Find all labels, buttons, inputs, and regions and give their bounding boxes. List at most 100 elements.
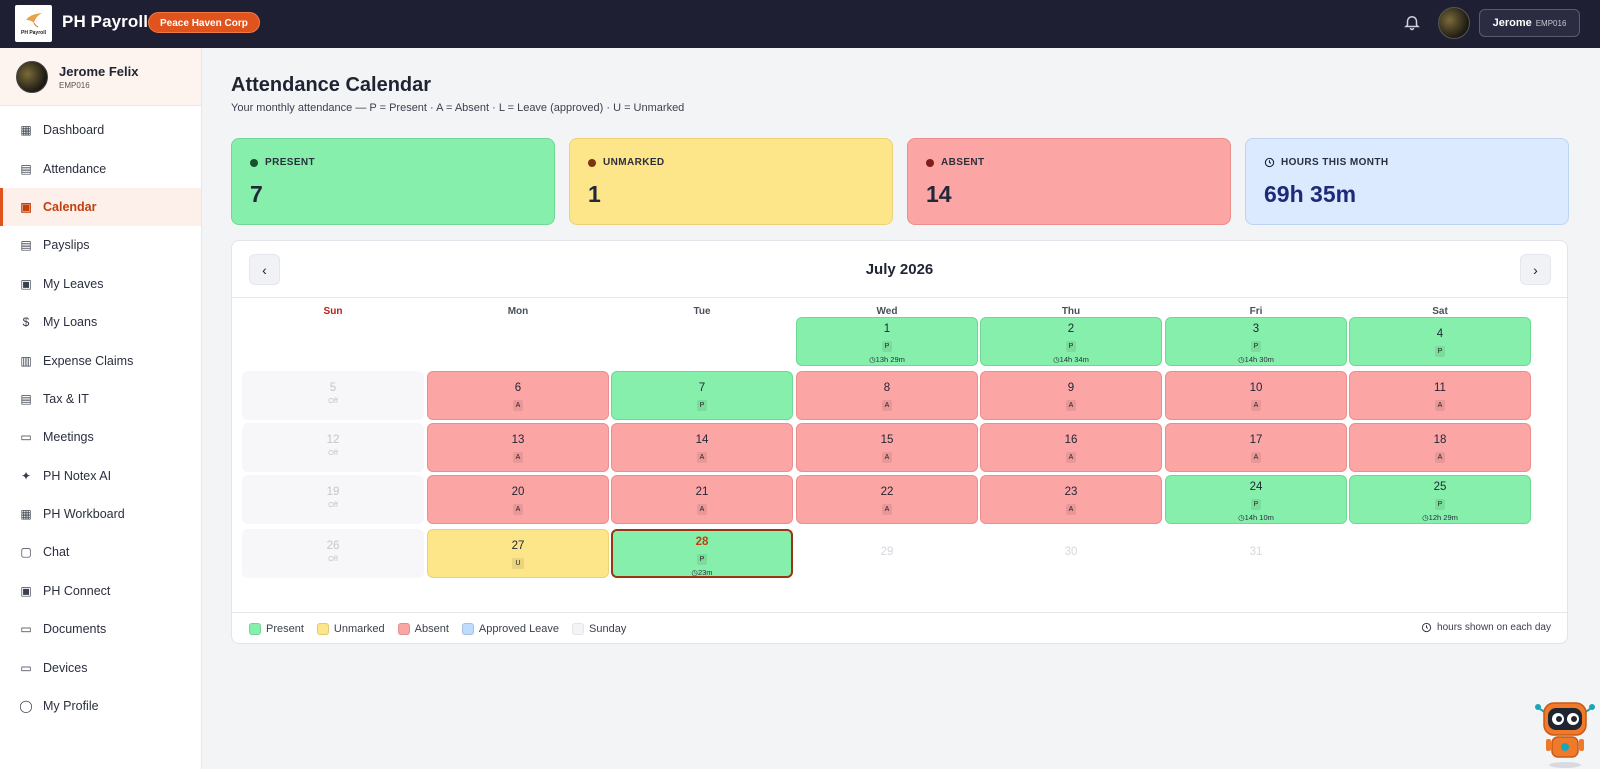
user-menu-button[interactable]: Jerome EMP016: [1479, 9, 1580, 37]
assistant-robot-icon[interactable]: [1532, 693, 1598, 769]
user-icon: ◯: [19, 699, 33, 714]
day-number: 4: [1436, 328, 1444, 340]
calendar-day[interactable]: 14 A: [611, 423, 793, 472]
calendar-day[interactable]: 13 A: [427, 423, 609, 472]
status-badge: P: [1434, 499, 1446, 510]
status-badge: P: [1250, 341, 1262, 352]
calendar-day[interactable]: 5 Off: [242, 371, 424, 420]
sidebar-item-my-profile[interactable]: ◯ My Profile: [0, 687, 201, 725]
day-hours-text: 14h 30m: [1244, 355, 1274, 364]
stat-label: ABSENT: [941, 157, 985, 168]
next-month-button[interactable]: ›: [1520, 254, 1551, 285]
day-number: 30: [1064, 546, 1078, 558]
calendar-day[interactable]: 12 Off: [242, 423, 424, 472]
legend-item: Present: [249, 622, 304, 635]
calendar-day[interactable]: 18 A: [1349, 423, 1531, 472]
day-number: 19: [326, 486, 340, 498]
contact-icon: ▣: [20, 583, 32, 598]
day-hours: ◷14h 10m: [1166, 513, 1346, 522]
present-dot-icon: [250, 158, 258, 167]
calendar-day: 31: [1165, 529, 1347, 578]
sidebar-item-my-loans[interactable]: $ My Loans: [0, 303, 201, 341]
calendar-day[interactable]: 15 A: [796, 423, 978, 472]
sidebar-item-ph-workboard[interactable]: ▦ PH Workboard: [0, 495, 201, 533]
sidebar-item-dashboard[interactable]: ▦ Dashboard: [0, 111, 201, 149]
notification-bell-icon[interactable]: [1403, 13, 1421, 31]
sidebar-item-payslips[interactable]: ▤ Payslips: [0, 226, 201, 264]
off-label: Off: [328, 554, 338, 563]
sidebar-item-ph-connect[interactable]: ▣ PH Connect: [0, 572, 201, 610]
page-title: Attendance Calendar: [231, 74, 432, 96]
sidebar-item-expense-claims[interactable]: ▥ Expense Claims: [0, 341, 201, 379]
sidebar-item-label: Attendance: [43, 161, 107, 176]
day-number: 17: [1249, 434, 1263, 446]
calendar-icon: ▣: [20, 199, 32, 214]
board-icon: ▦: [20, 507, 32, 522]
stat-value: 1: [588, 181, 601, 207]
calendar-day[interactable]: 1 P ◷13h 29m: [796, 317, 978, 366]
legend-item: Absent: [397, 622, 449, 635]
calendar-day[interactable]: 22 A: [796, 475, 978, 524]
day-number: 16: [1064, 434, 1078, 446]
sidebar-item-tax-it[interactable]: ▤ Tax & IT: [0, 380, 201, 418]
status-badge: P: [881, 341, 893, 352]
sidebar-item-ph-notex-ai[interactable]: ✦ PH Notex AI: [0, 457, 201, 495]
calendar-day: 30: [980, 529, 1162, 578]
profile-name: Jerome Felix: [59, 63, 139, 79]
legend-label: Present: [266, 622, 304, 635]
status-badge: A: [696, 504, 708, 515]
sidebar-item-devices[interactable]: ▭ Devices: [0, 648, 201, 686]
sidebar-profile[interactable]: Jerome Felix EMP016: [0, 48, 201, 106]
sidebar-item-calendar[interactable]: ▣ Calendar: [0, 187, 201, 227]
day-number: 1: [883, 323, 891, 335]
clock-icon: ◷: [1238, 513, 1245, 522]
calendar-day[interactable]: 3 P ◷14h 30m: [1165, 317, 1347, 366]
calendar-day[interactable]: 16 A: [980, 423, 1162, 472]
sidebar-item-chat[interactable]: ▢ Chat: [0, 533, 201, 571]
calendar-day[interactable]: 11 A: [1349, 371, 1531, 420]
calendar-month-label: July 2026: [865, 261, 934, 278]
calendar-day[interactable]: 27 U: [427, 529, 609, 578]
file-icon: ▤: [20, 391, 32, 406]
calendar-day[interactable]: 21 A: [611, 475, 793, 524]
calendar-day[interactable]: 23 A: [980, 475, 1162, 524]
calendar-day[interactable]: 20 A: [427, 475, 609, 524]
calendar-day[interactable]: 24 P ◷14h 10m: [1165, 475, 1347, 524]
dashboard-icon: ▦: [20, 123, 32, 138]
off-label: Off: [328, 500, 338, 509]
app-logo[interactable]: PH Payroll: [15, 5, 52, 42]
day-hours-text: 12h 29m: [1428, 513, 1458, 522]
status-badge: A: [1065, 504, 1077, 515]
status-badge: P: [1250, 499, 1262, 510]
prev-month-button[interactable]: ‹: [249, 254, 280, 285]
status-badge: A: [1250, 452, 1262, 463]
status-badge: P: [696, 400, 708, 411]
calendar-day[interactable]: 26 Off: [242, 529, 424, 578]
sidebar-item-my-leaves[interactable]: ▣ My Leaves: [0, 265, 201, 303]
calendar-day[interactable]: 2 P ◷14h 34m: [980, 317, 1162, 366]
company-badge[interactable]: Peace Haven Corp: [148, 12, 260, 33]
day-number: 20: [511, 486, 525, 498]
sidebar-item-attendance[interactable]: ▤ Attendance: [0, 149, 201, 187]
status-badge: P: [1065, 341, 1077, 352]
status-badge: A: [1434, 452, 1446, 463]
chevron-left-icon: ‹: [262, 261, 267, 278]
stat-label: UNMARKED: [603, 157, 665, 168]
calendar-day[interactable]: 10 A: [1165, 371, 1347, 420]
stat-value: 69h 35m: [1264, 181, 1357, 207]
calendar-day[interactable]: 25 P ◷12h 29m: [1349, 475, 1531, 524]
calendar-day[interactable]: 28 P ◷23m: [611, 529, 793, 578]
calendar-day[interactable]: 17 A: [1165, 423, 1347, 472]
calendar-day[interactable]: 19 Off: [242, 475, 424, 524]
sidebar-item-documents[interactable]: ▭ Documents: [0, 610, 201, 648]
clock-icon: ◷: [1422, 513, 1429, 522]
status-badge: P: [696, 554, 708, 565]
sidebar-item-meetings[interactable]: ▭ Meetings: [0, 418, 201, 456]
day-number: 7: [698, 382, 706, 394]
top-avatar[interactable]: [1438, 7, 1470, 39]
